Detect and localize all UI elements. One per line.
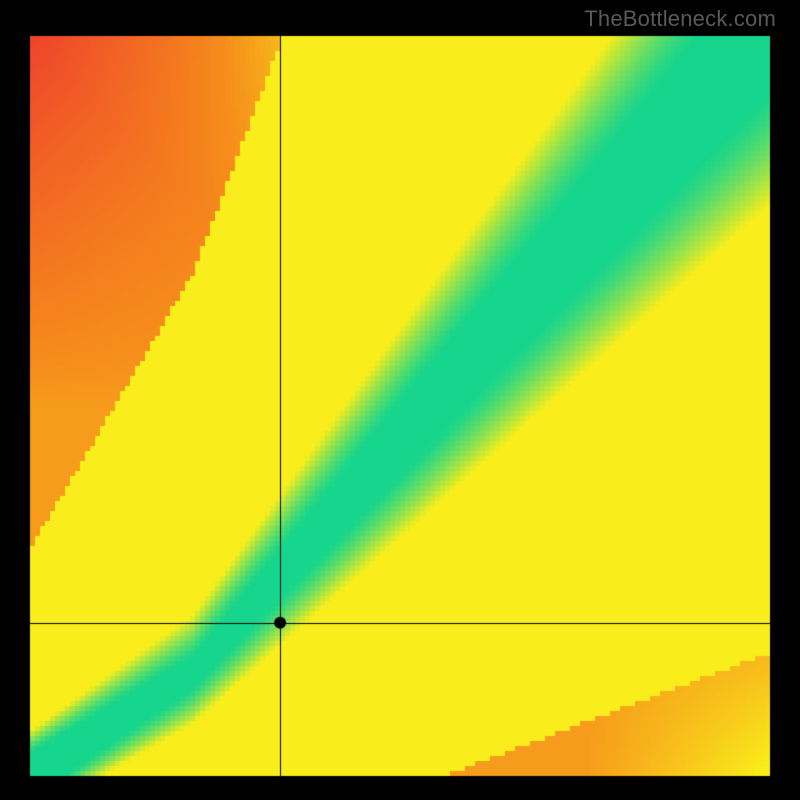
chart-container: TheBottleneck.com bbox=[0, 0, 800, 800]
watermark-text: TheBottleneck.com bbox=[584, 6, 776, 32]
heatmap-canvas bbox=[0, 0, 800, 800]
